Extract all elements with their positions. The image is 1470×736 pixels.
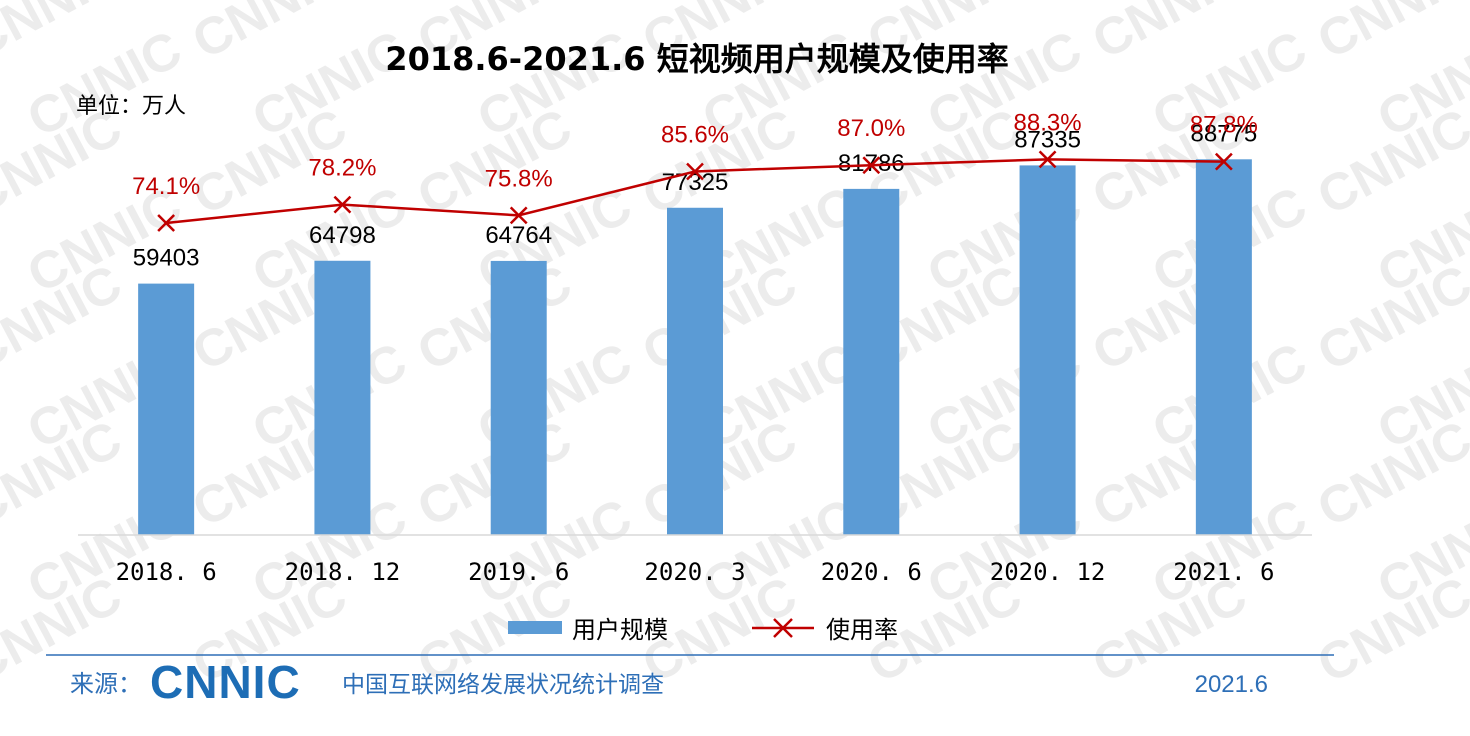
x-tick-label: 2019. 6 (468, 558, 569, 586)
x-tick-label: 2018. 12 (285, 558, 401, 586)
footer-date: 2021.6 (1195, 671, 1268, 698)
bar (138, 283, 195, 535)
legend-line-label: 使用率 (826, 616, 898, 644)
bar (314, 260, 371, 535)
bar-value-label: 88775 (1190, 120, 1257, 147)
bar (490, 260, 547, 535)
rate-marker-x-icon (333, 195, 352, 214)
rate-marker-x-icon (157, 214, 176, 232)
rate-value-labels: 74.1% 78.2% 75.8% 85.6% 87.0% 88.3% 87.8% (132, 109, 1258, 200)
rate-marker-x-icon (862, 156, 881, 175)
rate-value-label: 85.6% (661, 121, 729, 148)
legend-bar-swatch (508, 621, 562, 634)
x-axis-ticks: 2018. 6 2018. 12 2019. 6 2020. 3 2020. 6 2020… (116, 558, 1275, 586)
rate-value-label: 78.2% (308, 155, 376, 182)
bar-value-label: 59403 (133, 245, 200, 272)
rate-marker-x-icon (1214, 152, 1233, 171)
legend-bar-label: 用户规模 (572, 616, 668, 644)
legend: 用户规模 使用率 (508, 616, 898, 644)
x-tick-label: 2021. 6 (1173, 558, 1274, 586)
bar (1019, 165, 1076, 535)
cnnic-logo: CNNIC (150, 656, 301, 708)
bar-series (138, 159, 1252, 535)
bar-value-label: 64798 (309, 222, 376, 249)
rate-line-series (157, 150, 1233, 232)
footer-organization: 中国互联网络发展状况统计调查 (342, 672, 664, 698)
legend-x-marker-icon (773, 618, 793, 638)
rate-value-label: 75.8% (485, 165, 553, 192)
bar-value-label: 87335 (1014, 126, 1081, 153)
chart-title: 2018.6-2021.6 短视频用户规模及使用率 (385, 40, 1008, 78)
rate-value-label: 88.3% (1014, 109, 1082, 136)
x-tick-label: 2020. 3 (644, 558, 745, 586)
x-tick-label: 2020. 6 (821, 558, 922, 586)
x-tick-label: 2018. 6 (116, 558, 217, 586)
rate-marker-x-icon (509, 206, 528, 225)
bar-value-label: 64764 (485, 222, 552, 249)
rate-value-label: 87.0% (837, 115, 905, 142)
rate-marker-x-icon (686, 162, 704, 181)
footer-source-label: 来源： (70, 670, 142, 698)
bar-value-label: 77325 (662, 169, 729, 196)
bar (1195, 159, 1252, 535)
bar (667, 207, 723, 535)
bar (843, 188, 900, 535)
x-tick-label: 2020. 12 (990, 558, 1106, 586)
rate-marker-x-icon (1038, 150, 1057, 169)
unit-label: 单位：万人 (76, 94, 186, 119)
rate-value-label: 87.8% (1190, 112, 1258, 139)
rate-value-label: 74.1% (132, 173, 200, 200)
